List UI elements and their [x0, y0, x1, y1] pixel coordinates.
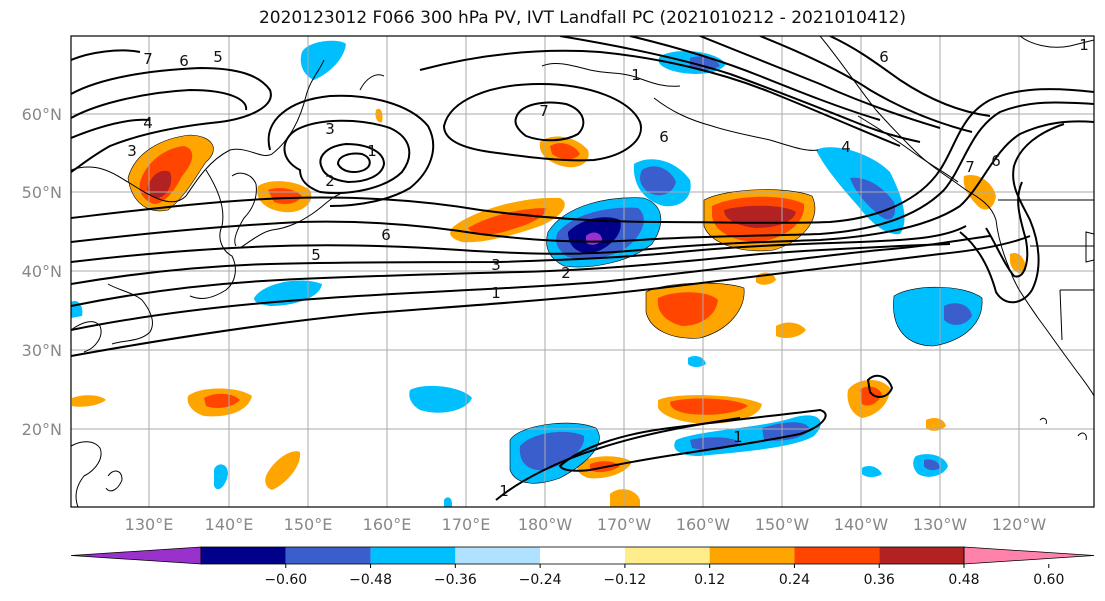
colorbar-swatches	[70, 546, 1095, 565]
contour-label: 6	[659, 128, 669, 146]
contour-label: 6	[991, 152, 1001, 170]
colorbar-tick-label: −0.48	[349, 572, 392, 588]
colorbar-swatch	[794, 547, 880, 564]
negative-anomaly-region	[214, 464, 228, 490]
colorbar-swatch	[70, 546, 202, 565]
contour-label: 6	[879, 48, 889, 66]
contour-label: 2	[325, 172, 335, 190]
contour-label: 7	[143, 50, 153, 68]
contour-label: 5	[213, 48, 223, 66]
positive-anomaly-core	[860, 386, 882, 406]
lat-label: 50°N	[22, 183, 62, 202]
colorbar-swatch	[540, 547, 625, 564]
lon-label: 150°W	[755, 515, 810, 534]
lon-label: 150°E	[284, 515, 333, 534]
negative-anomaly-core	[924, 459, 940, 471]
positive-anomaly-core	[204, 393, 240, 408]
colorbar-swatch	[879, 547, 964, 564]
lon-label: 140°E	[205, 515, 254, 534]
contour-labels: 7 6 5 4 3 3 2 1 7 6 5 6 3 2 1 1 7 6 6 4 …	[127, 36, 1089, 500]
colorbar-swatch	[963, 546, 1095, 565]
lat-label: 40°N	[22, 262, 62, 281]
colorbar-tick-label: −0.24	[519, 572, 562, 588]
negative-anomaly-core	[944, 303, 972, 325]
contour-label: 1	[367, 142, 377, 160]
map-title: 2020123012 F066 300 hPa PV, IVT Landfall…	[258, 8, 906, 28]
negative-anomaly-core	[519, 431, 585, 471]
latitude-labels: 60°N 50°N 40°N 30°N 20°N	[22, 105, 62, 439]
lon-label: 170°W	[597, 515, 652, 534]
positive-anomaly-core	[550, 143, 580, 160]
colorbar-tick-label: 0.24	[779, 572, 810, 588]
positive-anomaly-region	[1010, 252, 1026, 273]
negative-anomaly-region	[688, 356, 706, 367]
lon-label: 140°W	[834, 515, 889, 534]
contour-label: 6	[381, 226, 391, 244]
positive-anomaly-region	[72, 395, 106, 407]
contour-label: 1	[733, 428, 743, 446]
positive-anomaly-region	[926, 418, 946, 431]
lon-label: 130°E	[125, 515, 174, 534]
lon-label: 130°W	[913, 515, 968, 534]
lon-label: 120°W	[992, 515, 1047, 534]
negative-anomaly-region	[444, 497, 452, 507]
contour-label: 7	[965, 158, 975, 176]
negative-anomaly-region	[409, 385, 472, 413]
lat-label: 20°N	[22, 420, 62, 439]
contour-label: 1	[491, 284, 501, 302]
contour-label: 4	[841, 138, 851, 156]
colorbar-swatch	[201, 547, 286, 564]
colorbar-tick-label: −0.36	[434, 572, 477, 588]
pv-contours	[71, 36, 1094, 501]
positive-anomaly-region	[265, 451, 301, 490]
colorbar-swatch	[370, 547, 456, 564]
colorbar-tick-label: 0.48	[948, 572, 979, 588]
positive-anomaly-region	[375, 108, 383, 123]
contour-label: 3	[491, 256, 501, 274]
contour-label: 6	[179, 52, 189, 70]
negative-anomaly-region	[862, 466, 882, 477]
colorbar-tick-label: 0.60	[1033, 572, 1064, 588]
positive-anomaly-max	[147, 170, 172, 198]
contour-label: 2	[561, 264, 571, 282]
lon-label: 180°W	[518, 515, 573, 534]
coastlines	[71, 36, 1094, 507]
colorbar-tick-label: 0.12	[694, 572, 725, 588]
colorbar-ticks: −0.60 −0.48 −0.36 −0.24 −0.12 0.12 0.24 0.36 0.4…	[264, 564, 1064, 588]
contour-label: 5	[311, 246, 321, 264]
positive-anomaly-region	[610, 489, 640, 507]
lon-label: 170°E	[442, 515, 491, 534]
contour-label: 1	[631, 66, 641, 84]
map-frame	[70, 35, 1095, 508]
contour-label: 1	[1079, 36, 1089, 54]
colorbar-swatch	[709, 547, 795, 564]
colorbar-tick-label: −0.60	[264, 572, 307, 588]
lon-label: 160°W	[676, 515, 731, 534]
colorbar-tick-label: −0.12	[603, 572, 646, 588]
negative-anomaly-core	[762, 422, 810, 441]
lon-label: 160°E	[363, 515, 412, 534]
lat-label: 30°N	[22, 341, 62, 360]
lat-label: 60°N	[22, 105, 62, 124]
colorbar-frame	[200, 546, 965, 565]
negative-anomaly-region	[893, 287, 983, 346]
positive-anomaly-region	[776, 322, 806, 338]
colorbar-swatch	[285, 547, 371, 564]
contour-label: 4	[143, 114, 153, 132]
colorbar-swatch	[455, 547, 541, 564]
longitude-labels: 130°E 140°E 150°E 160°E 170°E 180°W 170°…	[125, 515, 1047, 534]
contour-label: 1	[499, 482, 509, 500]
positive-anomaly-core	[670, 398, 748, 415]
contour-label: 3	[127, 142, 137, 160]
colorbar-swatch	[624, 547, 710, 564]
contour-label: 3	[325, 120, 335, 138]
negative-anomaly-core	[640, 166, 676, 196]
colorbar: −0.60 −0.48 −0.36 −0.24 −0.12 0.12 0.24 0.36 0.4…	[70, 546, 1095, 588]
contour-label: 7	[539, 102, 549, 120]
colorbar-tick-label: 0.36	[864, 572, 895, 588]
